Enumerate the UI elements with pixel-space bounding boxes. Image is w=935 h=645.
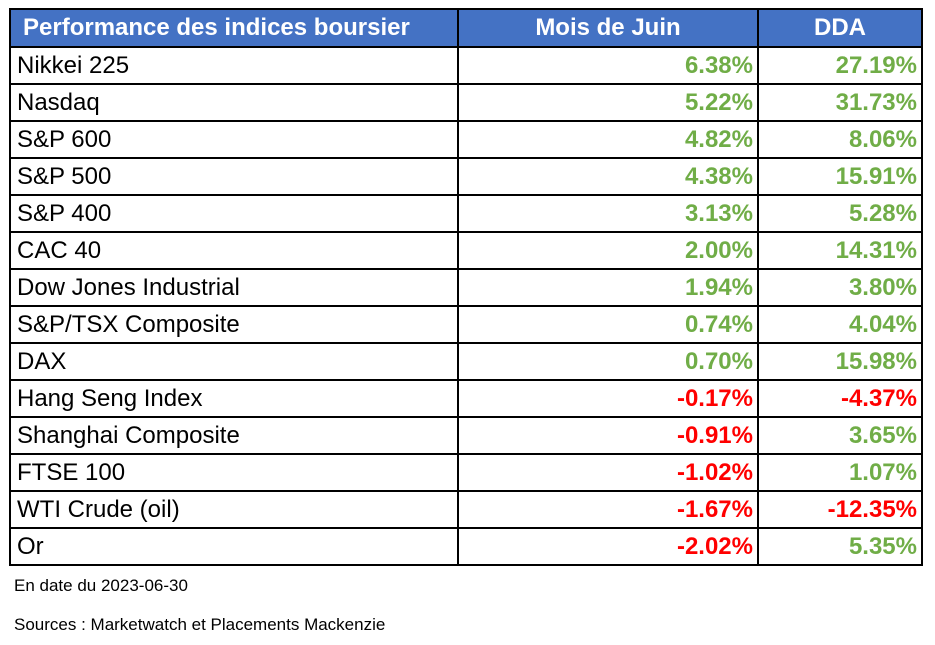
header-row: Performance des indices boursier Mois de… <box>9 8 923 48</box>
index-name-cell: DAX <box>9 342 459 381</box>
ytd-value-cell: 1.07% <box>757 453 923 492</box>
ytd-value-cell: 8.06% <box>757 120 923 159</box>
table-row: Nikkei 225 6.38% 27.19% <box>9 46 923 85</box>
index-name-cell: S&P 600 <box>9 120 459 159</box>
ytd-value-cell: 3.80% <box>757 268 923 307</box>
june-value-cell: 5.22% <box>457 83 759 122</box>
table-body: Nikkei 225 6.38% 27.19% Nasdaq 5.22% 31.73% S&… <box>9 46 923 566</box>
performance-table: Performance des indices boursier Mois de… <box>9 8 923 566</box>
index-name-cell: Nikkei 225 <box>9 46 459 85</box>
ytd-value-cell: 5.28% <box>757 194 923 233</box>
june-value-cell: 0.74% <box>457 305 759 344</box>
ytd-value-cell: 14.31% <box>757 231 923 270</box>
june-value-cell: 4.38% <box>457 157 759 196</box>
table-row: WTI Crude (oil) -1.67% -12.35% <box>9 490 923 529</box>
june-value-cell: 2.00% <box>457 231 759 270</box>
june-value-cell: 0.70% <box>457 342 759 381</box>
index-name-cell: Nasdaq <box>9 83 459 122</box>
table-row: Or -2.02% 5.35% <box>9 527 923 566</box>
index-name-cell: Dow Jones Industrial <box>9 268 459 307</box>
table-row: FTSE 100 -1.02% 1.07% <box>9 453 923 492</box>
table-row: S&P/TSX Composite 0.74% 4.04% <box>9 305 923 344</box>
table-row: S&P 400 3.13% 5.28% <box>9 194 923 233</box>
ytd-value-cell: 31.73% <box>757 83 923 122</box>
table-row: Hang Seng Index -0.17% -4.37% <box>9 379 923 418</box>
table-row: Shanghai Composite -0.91% 3.65% <box>9 416 923 455</box>
index-name-cell: Hang Seng Index <box>9 379 459 418</box>
header-index: Performance des indices boursier <box>9 8 459 48</box>
source-note: Sources : Marketwatch et Placements Mack… <box>14 615 386 634</box>
index-name-cell: FTSE 100 <box>9 453 459 492</box>
table-row: S&P 600 4.82% 8.06% <box>9 120 923 159</box>
table-row: S&P 500 4.38% 15.91% <box>9 157 923 196</box>
index-name-cell: S&P 400 <box>9 194 459 233</box>
index-name-cell: S&P/TSX Composite <box>9 305 459 344</box>
date-note: En date du 2023-06-30 <box>14 576 188 595</box>
index-name-cell: Shanghai Composite <box>9 416 459 455</box>
ytd-value-cell: 4.04% <box>757 305 923 344</box>
ytd-value-cell: 27.19% <box>757 46 923 85</box>
june-value-cell: -0.91% <box>457 416 759 455</box>
june-value-cell: 1.94% <box>457 268 759 307</box>
june-value-cell: -1.02% <box>457 453 759 492</box>
ytd-value-cell: 15.91% <box>757 157 923 196</box>
june-value-cell: 3.13% <box>457 194 759 233</box>
june-value-cell: 6.38% <box>457 46 759 85</box>
table-row: Nasdaq 5.22% 31.73% <box>9 83 923 122</box>
index-name-cell: WTI Crude (oil) <box>9 490 459 529</box>
june-value-cell: -0.17% <box>457 379 759 418</box>
index-name-cell: CAC 40 <box>9 231 459 270</box>
june-value-cell: -2.02% <box>457 527 759 566</box>
june-value-cell: 4.82% <box>457 120 759 159</box>
index-name-cell: Or <box>9 527 459 566</box>
table-row: Dow Jones Industrial 1.94% 3.80% <box>9 268 923 307</box>
header-june: Mois de Juin <box>457 8 759 48</box>
ytd-value-cell: 3.65% <box>757 416 923 455</box>
index-name-cell: S&P 500 <box>9 157 459 196</box>
ytd-value-cell: 15.98% <box>757 342 923 381</box>
june-value-cell: -1.67% <box>457 490 759 529</box>
ytd-value-cell: -4.37% <box>757 379 923 418</box>
header-ytd: DDA <box>757 8 923 48</box>
table-row: DAX 0.70% 15.98% <box>9 342 923 381</box>
ytd-value-cell: -12.35% <box>757 490 923 529</box>
table-row: CAC 40 2.00% 14.31% <box>9 231 923 270</box>
ytd-value-cell: 5.35% <box>757 527 923 566</box>
